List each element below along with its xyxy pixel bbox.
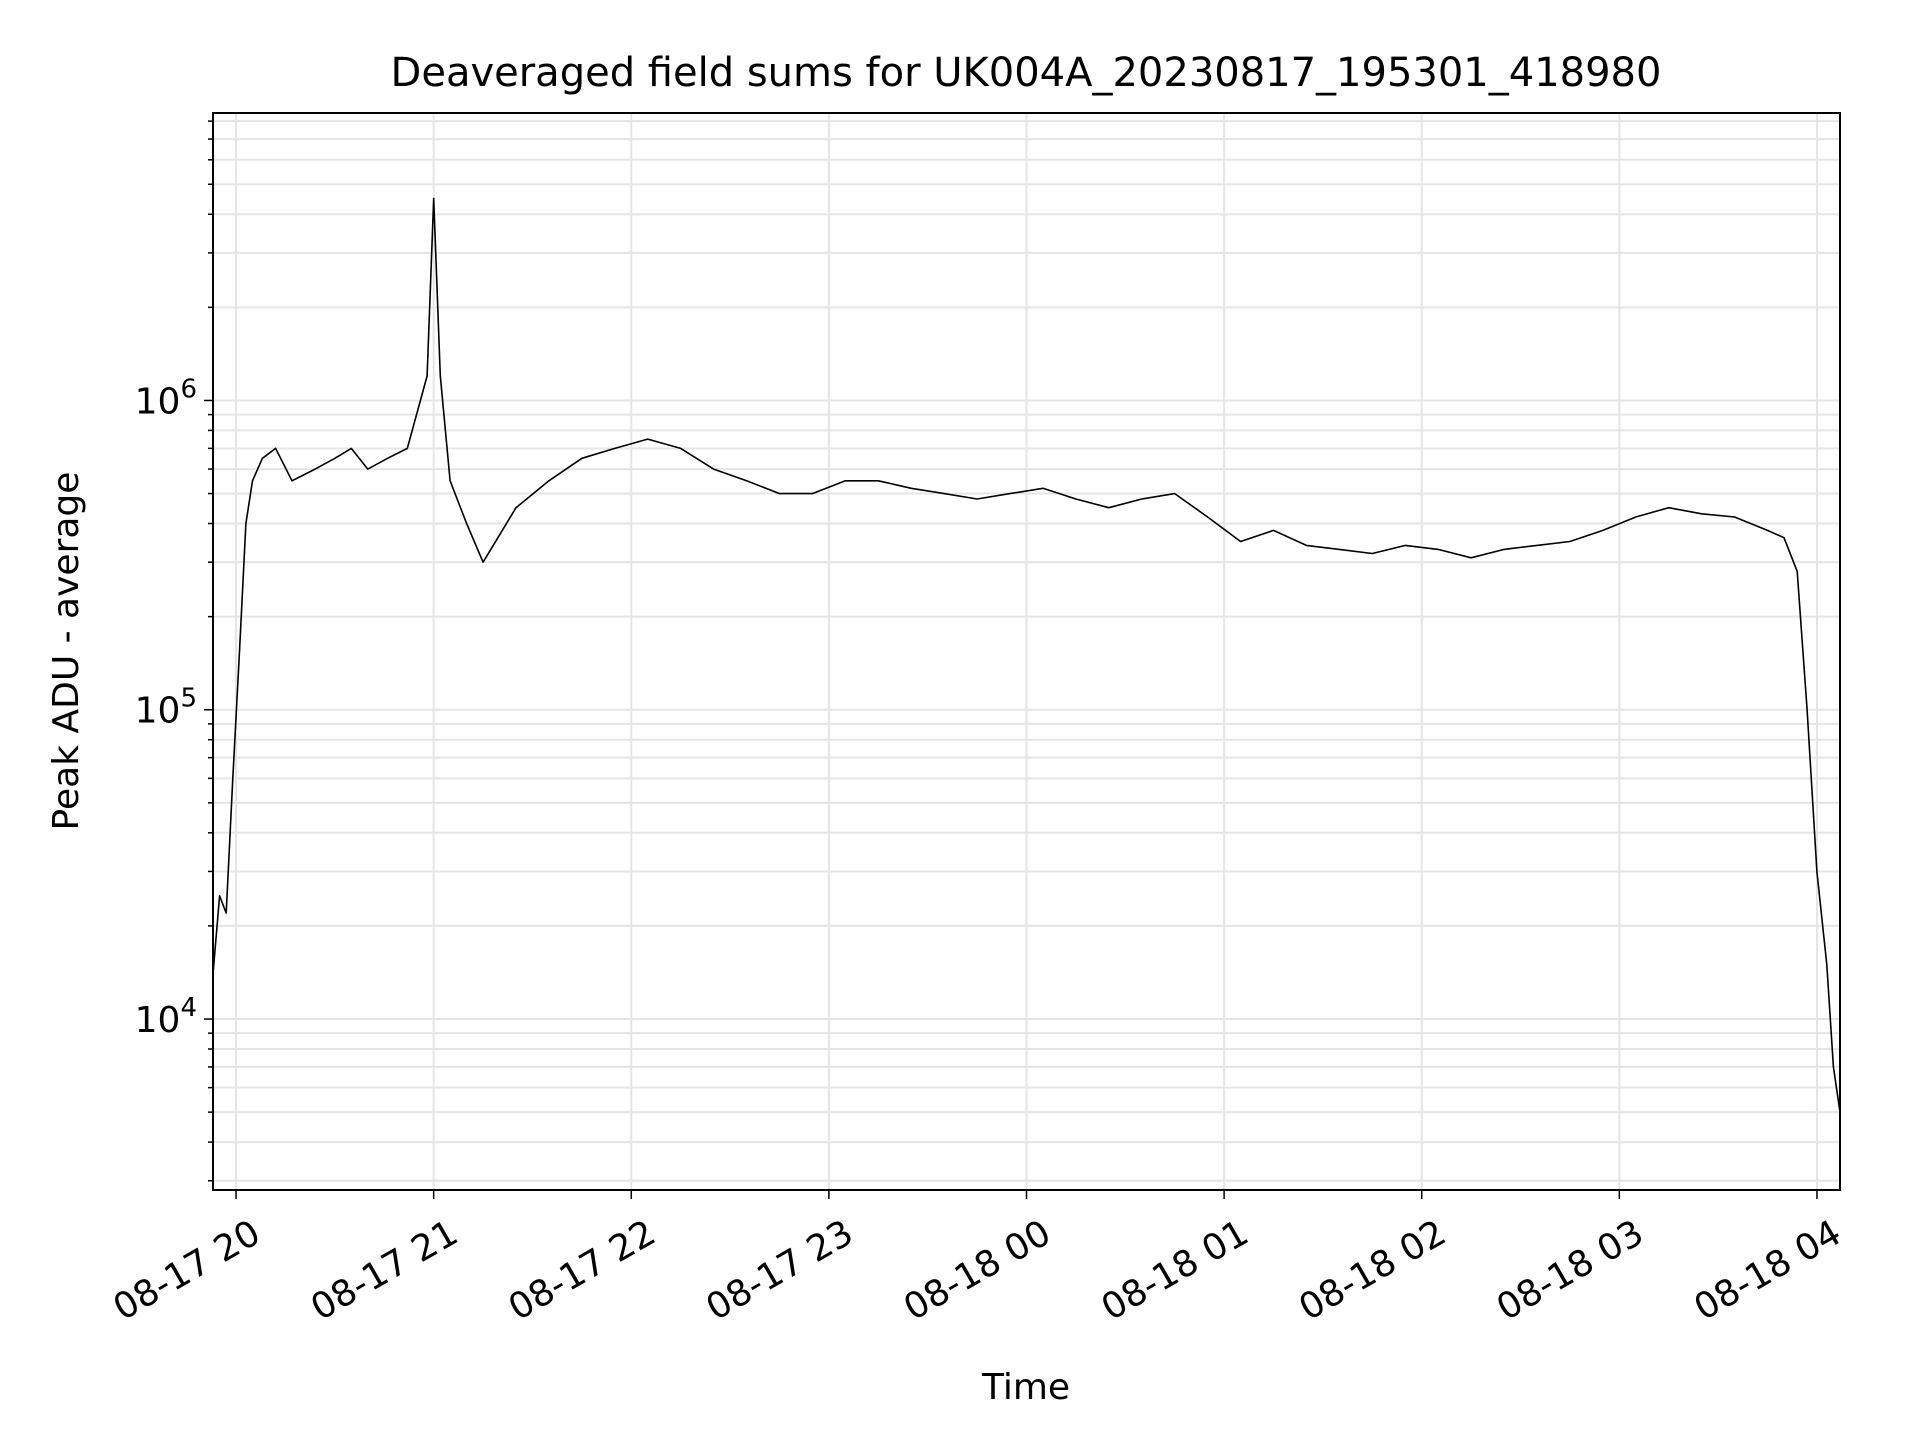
y-axis-ticks: 104 105 106 <box>135 120 213 1182</box>
y-tick-label: 106 <box>135 374 197 422</box>
series-layer <box>212 197 1841 1113</box>
y-axis-label: Peak ADU - average <box>46 472 87 831</box>
y-tick-label: 105 <box>135 684 197 732</box>
chart-title: Deaveraged field sums for UK004A_2023081… <box>391 50 1662 96</box>
grid-lines <box>213 113 1840 1190</box>
x-axis-label: Time <box>981 1367 1070 1408</box>
y-tick-label: 104 <box>135 993 197 1041</box>
data-series-line <box>212 197 1841 1113</box>
